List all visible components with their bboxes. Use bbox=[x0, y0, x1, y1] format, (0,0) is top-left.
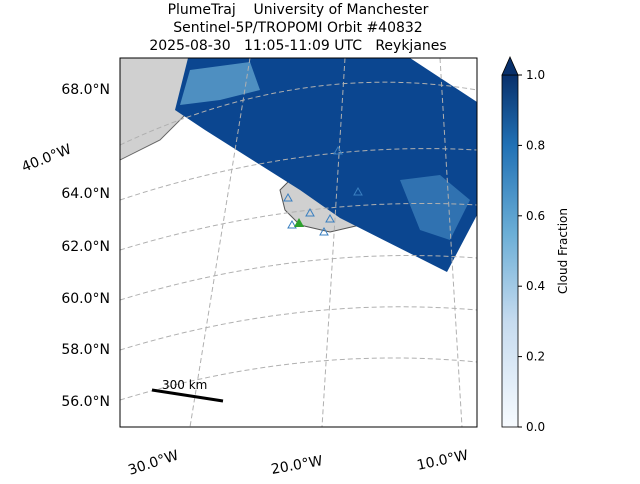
graticule bbox=[120, 357, 477, 401]
cloud-patch bbox=[400, 175, 470, 240]
colorbar-tick-label: 0.8 bbox=[526, 138, 545, 152]
greenland bbox=[120, 58, 201, 161]
colorbar-tick-label: 0.4 bbox=[526, 279, 545, 293]
map-area: 300 km bbox=[120, 58, 477, 427]
lon-label: 10.0°W bbox=[416, 447, 470, 473]
lat-label: 64.0°N bbox=[61, 186, 110, 202]
graticule bbox=[120, 148, 477, 201]
lat-label: 68.0°N bbox=[61, 82, 110, 98]
cloud-patch bbox=[180, 62, 260, 105]
scale-bar-label: 300 km bbox=[162, 378, 207, 392]
lat-label: 60.0°N bbox=[61, 291, 110, 307]
graticule bbox=[120, 202, 477, 251]
graticule bbox=[189, 58, 251, 427]
map-frame bbox=[119, 57, 478, 428]
colorbar-tick-label: 0.6 bbox=[526, 209, 545, 223]
lon-label: 40.0°W bbox=[20, 141, 74, 175]
graticule bbox=[439, 58, 463, 427]
lat-label: 56.0°N bbox=[61, 394, 110, 410]
graticule bbox=[321, 58, 346, 427]
lon-label: 30.0°W bbox=[126, 447, 181, 478]
title-line: PlumeTraj University of Manchester bbox=[168, 2, 429, 18]
graticule bbox=[120, 306, 477, 351]
graticule bbox=[120, 255, 477, 301]
colorbar-tick-label: 0.2 bbox=[526, 350, 545, 364]
lon-label: 20.0°W bbox=[270, 453, 324, 478]
swath bbox=[175, 58, 477, 272]
title-line: Sentinel-5P/TROPOMI Orbit #40832 bbox=[173, 20, 422, 36]
scale-bar bbox=[151, 388, 224, 403]
colorbar bbox=[501, 74, 519, 428]
lat-label: 62.0°N bbox=[61, 239, 110, 255]
colorbar-tick-label: 0.0 bbox=[526, 420, 545, 434]
target-volcano bbox=[294, 218, 304, 227]
colorbar-tick-label: 1.0 bbox=[526, 68, 545, 82]
lat-label: 58.0°N bbox=[61, 342, 110, 358]
colorbar-label: Cloud Fraction bbox=[556, 208, 570, 294]
title-line: 2025-08-30 11:05-11:09 UTC Reykjanes bbox=[149, 38, 446, 54]
graticule bbox=[120, 81, 477, 146]
volcano-markers bbox=[283, 145, 363, 236]
colorbar-extend bbox=[501, 56, 519, 76]
